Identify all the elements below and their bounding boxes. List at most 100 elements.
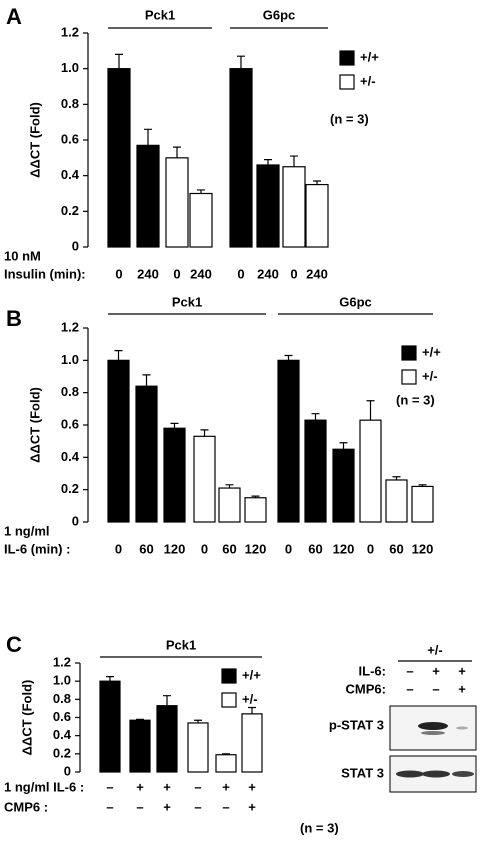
y-tick-label: 0.2 (61, 203, 79, 218)
x-tick-label: 60 (222, 541, 236, 556)
error-bar (170, 422, 179, 429)
panel-label: C (6, 632, 22, 657)
treatment-label: CMP6 : (4, 799, 48, 814)
y-tick-label: 0.4 (61, 449, 80, 464)
bar (411, 485, 434, 523)
bar (229, 68, 253, 248)
bar (156, 705, 178, 773)
x-tick-label: 240 (190, 266, 212, 281)
error-bar (264, 159, 272, 165)
y-tick-label: 0.2 (53, 745, 71, 760)
blot-row-label: IL-6: (359, 663, 386, 678)
panel-label: B (6, 306, 22, 331)
band (396, 770, 424, 778)
legend-swatch (339, 74, 355, 90)
note: (n = 3) (330, 111, 369, 126)
y-tick-label: 0.6 (61, 131, 79, 146)
error-bar (106, 676, 114, 682)
group-label: Pck1 (172, 294, 202, 309)
panel-label: A (6, 4, 22, 29)
group-label: G6pc (263, 7, 296, 22)
group-label: G6pc (339, 294, 372, 309)
legend-label: +/- (360, 73, 376, 88)
error-bar (136, 718, 144, 721)
x-tick-label: 0 (237, 266, 244, 281)
y-tick-label: 0.8 (61, 384, 79, 399)
y-tick-label: 0 (72, 513, 79, 528)
note: (n = 3) (396, 392, 435, 407)
x-tick-label: 0 (285, 541, 292, 556)
treatment-value: + (163, 779, 171, 794)
treatment-value: – (136, 799, 143, 814)
x-tick-label: 0 (115, 266, 122, 281)
blot-row-value: – (432, 681, 439, 696)
x-tick-label: 0 (173, 266, 180, 281)
y-tick-label: 0 (72, 238, 79, 253)
bar (215, 754, 237, 773)
legend-swatch (401, 345, 417, 361)
blot-row-value: – (406, 663, 413, 678)
error-bar (418, 484, 427, 487)
error-bar (142, 374, 151, 387)
bar (107, 68, 131, 248)
bar (282, 166, 306, 248)
bar (193, 435, 216, 523)
x-row-label: IL-6 (min) : (4, 541, 70, 556)
error-bar (392, 476, 401, 480)
error-bar (173, 146, 181, 158)
y-tick-label: 0 (64, 763, 71, 778)
bar (163, 427, 186, 523)
bar (187, 722, 209, 773)
blot-row-value: – (406, 681, 413, 696)
band (452, 771, 474, 777)
y-tick-label: 0.6 (53, 709, 71, 724)
bar (189, 192, 213, 248)
y-tick-label: 0.4 (53, 727, 72, 742)
treatment-value: + (136, 779, 144, 794)
x-tick-label: 60 (139, 541, 153, 556)
band (422, 770, 450, 778)
blot-row-value: + (458, 681, 466, 696)
treatment-value: – (106, 799, 113, 814)
legend-label: +/+ (422, 344, 441, 359)
band (418, 722, 448, 730)
x-tick-label: 0 (367, 541, 374, 556)
x-row-label: 1 ng/ml (4, 523, 50, 538)
treatment-value: – (194, 779, 201, 794)
band (456, 726, 468, 730)
y-tick-label: 1.2 (53, 654, 71, 669)
error-bar (237, 55, 245, 69)
y-axis-label: ΔΔCT (Fold) (27, 387, 42, 463)
error-bar (313, 180, 321, 185)
x-tick-label: 120 (245, 541, 267, 556)
error-bar (197, 189, 205, 194)
error-bar (311, 413, 320, 421)
y-tick-label: 0.8 (53, 691, 71, 706)
y-tick-label: 0.8 (61, 96, 79, 111)
y-tick-label: 1.2 (61, 24, 79, 39)
group-label: Pck1 (166, 637, 196, 652)
bar (277, 359, 300, 523)
y-tick-label: 1.0 (53, 673, 71, 688)
band-label: STAT 3 (341, 765, 384, 780)
error-bar (194, 719, 202, 723)
bar (332, 448, 355, 523)
bar (241, 713, 263, 773)
legend-swatch (221, 668, 237, 684)
legend-swatch (401, 369, 417, 385)
y-tick-label: 0.4 (61, 167, 80, 182)
band (421, 731, 445, 735)
bar (136, 144, 160, 248)
legend-label: +/- (422, 368, 438, 383)
bar (99, 680, 121, 773)
error-bar (290, 155, 298, 167)
treatment-value: + (248, 799, 256, 814)
legend-swatch (339, 50, 355, 66)
legend-label: +/+ (242, 667, 261, 682)
blot-row-value: + (458, 663, 466, 678)
error-bar (144, 128, 152, 146)
error-bar (115, 53, 123, 69)
bar (218, 487, 241, 523)
error-bar (366, 400, 375, 421)
